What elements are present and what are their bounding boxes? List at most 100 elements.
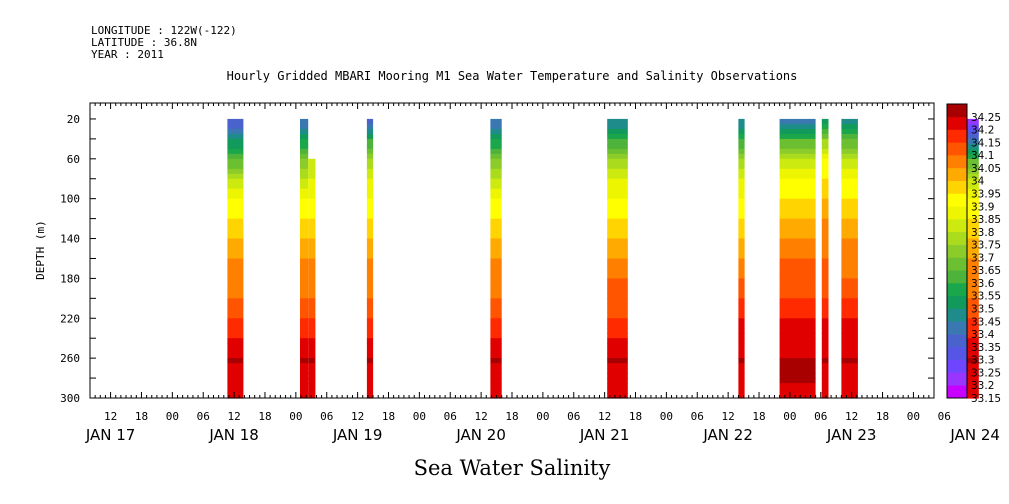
salinity-cell: [607, 123, 628, 130]
salinity-cell: [607, 393, 628, 399]
salinity-cell: [967, 148, 979, 155]
salinity-cell: [841, 263, 858, 270]
salinity-cell: [821, 378, 829, 384]
salinity-cell: [308, 368, 316, 374]
salinity-cell: [308, 378, 316, 384]
salinity-cell: [738, 348, 745, 354]
salinity-cell: [738, 223, 745, 230]
salinity-cell: [967, 393, 979, 399]
salinity-cell: [967, 163, 979, 170]
salinity-cell: [738, 253, 745, 260]
salinity-cell: [490, 278, 502, 284]
colorbar-swatch: [947, 219, 967, 233]
salinity-cell: [308, 298, 316, 304]
salinity-cell: [841, 323, 858, 329]
x-day-label: JAN 17: [85, 426, 136, 444]
salinity-cell: [227, 348, 244, 354]
salinity-cell: [227, 328, 244, 334]
salinity-cell: [308, 358, 316, 364]
salinity-cell: [227, 163, 244, 170]
salinity-cell: [490, 303, 502, 309]
salinity-cell: [779, 298, 816, 304]
colorbar-swatch: [947, 385, 967, 399]
salinity-cell: [607, 363, 628, 369]
salinity-cell: [490, 393, 502, 399]
salinity-cell: [490, 263, 502, 270]
salinity-cell: [821, 383, 829, 389]
salinity-cell: [227, 223, 244, 230]
salinity-cell: [300, 293, 309, 299]
salinity-cell: [607, 203, 628, 210]
salinity-cell: [308, 158, 316, 165]
salinity-cell: [300, 208, 309, 215]
salinity-cell: [738, 373, 745, 379]
salinity-cell: [841, 318, 858, 324]
salinity-cell: [967, 208, 979, 215]
colorbar-swatch: [947, 346, 967, 360]
salinity-cell: [841, 178, 858, 185]
salinity-cell: [841, 238, 858, 245]
salinity-cell: [366, 238, 374, 245]
salinity-cell: [738, 198, 745, 205]
salinity-cell: [366, 378, 374, 384]
salinity-cell: [490, 218, 502, 225]
salinity-cell: [841, 133, 858, 140]
salinity-cell: [841, 368, 858, 374]
salinity-cell: [779, 253, 816, 260]
salinity-cell: [841, 288, 858, 294]
colorbar-swatch: [947, 359, 967, 373]
salinity-cell: [821, 133, 829, 140]
salinity-cell: [841, 298, 858, 304]
colorbar-label: 33.9: [971, 201, 994, 213]
salinity-cell: [300, 358, 309, 364]
salinity-cell: [607, 278, 628, 284]
x-tick-label: 12: [474, 410, 487, 423]
salinity-cell: [607, 158, 628, 165]
salinity-cell: [490, 158, 502, 165]
colorbar-swatch: [947, 206, 967, 220]
salinity-cell: [300, 158, 309, 165]
salinity-cell: [366, 183, 374, 190]
salinity-cell: [490, 308, 502, 314]
salinity-cell: [366, 218, 374, 225]
salinity-cell: [308, 293, 316, 299]
colorbar-swatch: [947, 116, 967, 130]
salinity-cell: [841, 338, 858, 344]
salinity-cell: [227, 253, 244, 260]
y-tick-label: 140: [60, 233, 80, 246]
salinity-cell: [779, 233, 816, 240]
salinity-cell: [308, 388, 316, 394]
salinity-cell: [366, 358, 374, 364]
salinity-cell: [821, 373, 829, 379]
salinity-cell: [607, 358, 628, 364]
salinity-cell: [841, 233, 858, 240]
salinity-cell: [227, 363, 244, 369]
salinity-cell: [366, 348, 374, 354]
salinity-cell: [967, 263, 979, 270]
colorbar-swatch: [947, 142, 967, 156]
salinity-cell: [821, 263, 829, 270]
salinity-cell: [967, 368, 979, 374]
salinity-cell: [308, 333, 316, 339]
salinity-cell: [841, 278, 858, 284]
salinity-cell: [967, 358, 979, 364]
salinity-cell: [841, 173, 858, 180]
salinity-cell: [366, 198, 374, 205]
salinity-cell: [227, 183, 244, 190]
salinity-cell: [821, 178, 829, 185]
salinity-cell: [821, 388, 829, 394]
salinity-cell: [738, 308, 745, 314]
salinity-cell: [490, 213, 502, 220]
salinity-cell: [967, 243, 979, 250]
salinity-cell: [300, 223, 309, 230]
salinity-cell: [366, 278, 374, 284]
salinity-cell: [738, 388, 745, 394]
salinity-cell: [841, 363, 858, 369]
salinity-cell: [967, 273, 979, 279]
salinity-cell: [738, 368, 745, 374]
salinity-cell: [738, 278, 745, 284]
x-day-label: JAN 18: [208, 426, 259, 444]
salinity-cell: [607, 128, 628, 135]
salinity-cell: [227, 133, 244, 140]
salinity-cell: [366, 188, 374, 195]
